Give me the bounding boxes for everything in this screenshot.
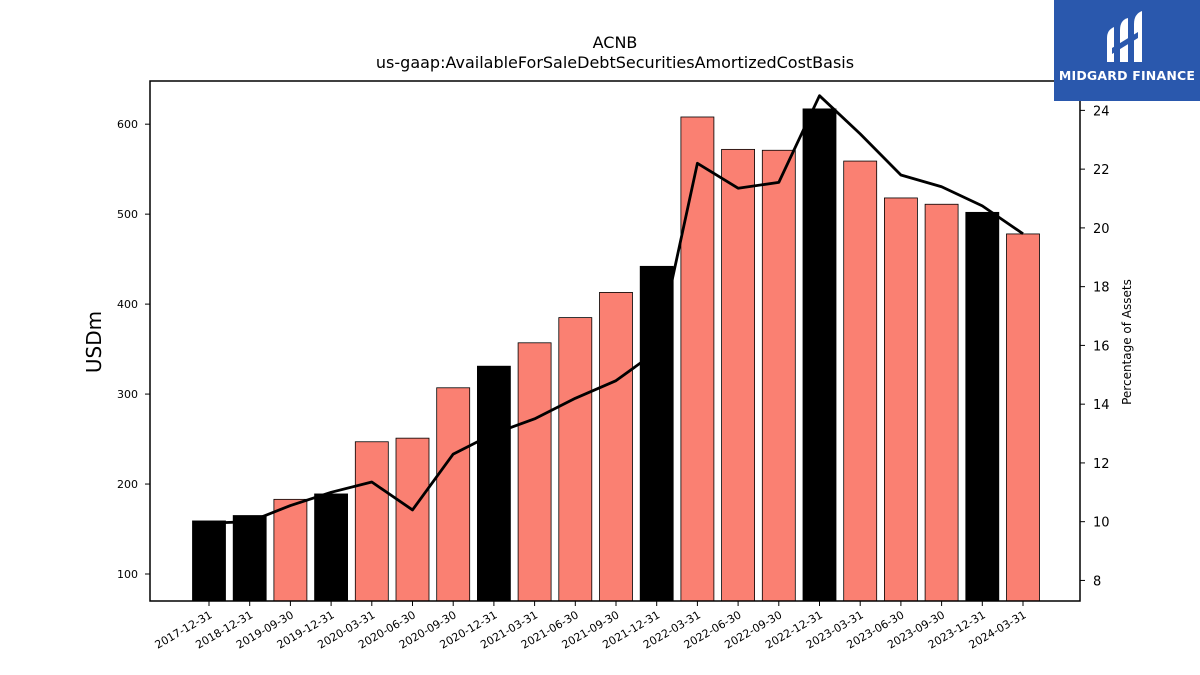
bar-2018-12-31 [232,515,267,602]
bar-2021-09-30 [599,292,633,602]
y2-tick-label-14: 14 [1093,398,1110,413]
bar-2021-03-31 [517,342,552,602]
chart-title: ACNB [593,33,638,52]
chart-subtitle: us-gaap:AvailableForSaleDebtSecuritiesAm… [376,53,854,72]
bar-2020-06-30 [395,437,430,602]
y-tick-label-200: 200 [117,478,138,491]
y2-tick-label-8: 8 [1093,574,1101,589]
y2-tick-label-20: 20 [1093,222,1110,237]
plot-frame [149,80,1081,602]
bar-2019-12-31 [314,493,349,602]
bar-2020-12-31 [476,365,511,602]
y2-tick-label-16: 16 [1093,339,1110,354]
bars-layer [192,108,1040,602]
line-layer [208,94,1024,525]
y2-tick-label-18: 18 [1093,281,1110,296]
bar-2023-06-30 [884,197,918,602]
percentage-of-assets-line [208,94,1024,525]
bar-2021-12-31 [639,265,674,602]
logo-text: MIDGARD FINANCE [1058,68,1196,83]
bar-2022-06-30 [721,148,755,602]
bar-2017-12-31 [192,520,226,602]
bar-2022-03-31 [680,116,715,602]
bar-2022-09-30 [761,149,796,602]
bar-2024-03-31 [1006,233,1040,602]
y2-tick-label-10: 10 [1093,516,1110,531]
bar-2021-06-30 [558,317,593,602]
y-tick-label-600: 600 [117,118,138,131]
y-tick-label-400: 400 [117,298,138,311]
y-tick-label-100: 100 [117,568,138,581]
bar-2022-12-31 [802,108,837,602]
y-tick-label-300: 300 [117,388,138,401]
logo-mark-icon [1107,11,1142,62]
brand-logo: MIDGARD FINANCE [1054,0,1200,101]
bar-2023-12-31 [965,211,1000,602]
y2-axis-label: Percentage of Assets [1120,279,1134,405]
y2-tick-label-24: 24 [1093,104,1110,119]
bar-2020-09-30 [436,387,471,602]
bar-2019-09-30 [273,498,308,602]
y-axis-label: USDm [82,311,106,373]
bar-2023-03-31 [843,160,878,602]
y-tick-label-500: 500 [117,208,138,221]
bar-2020-03-31 [354,441,389,602]
y2-tick-label-12: 12 [1093,457,1110,472]
y2-tick-label-22: 22 [1093,163,1110,178]
bar-2023-09-30 [924,203,959,602]
